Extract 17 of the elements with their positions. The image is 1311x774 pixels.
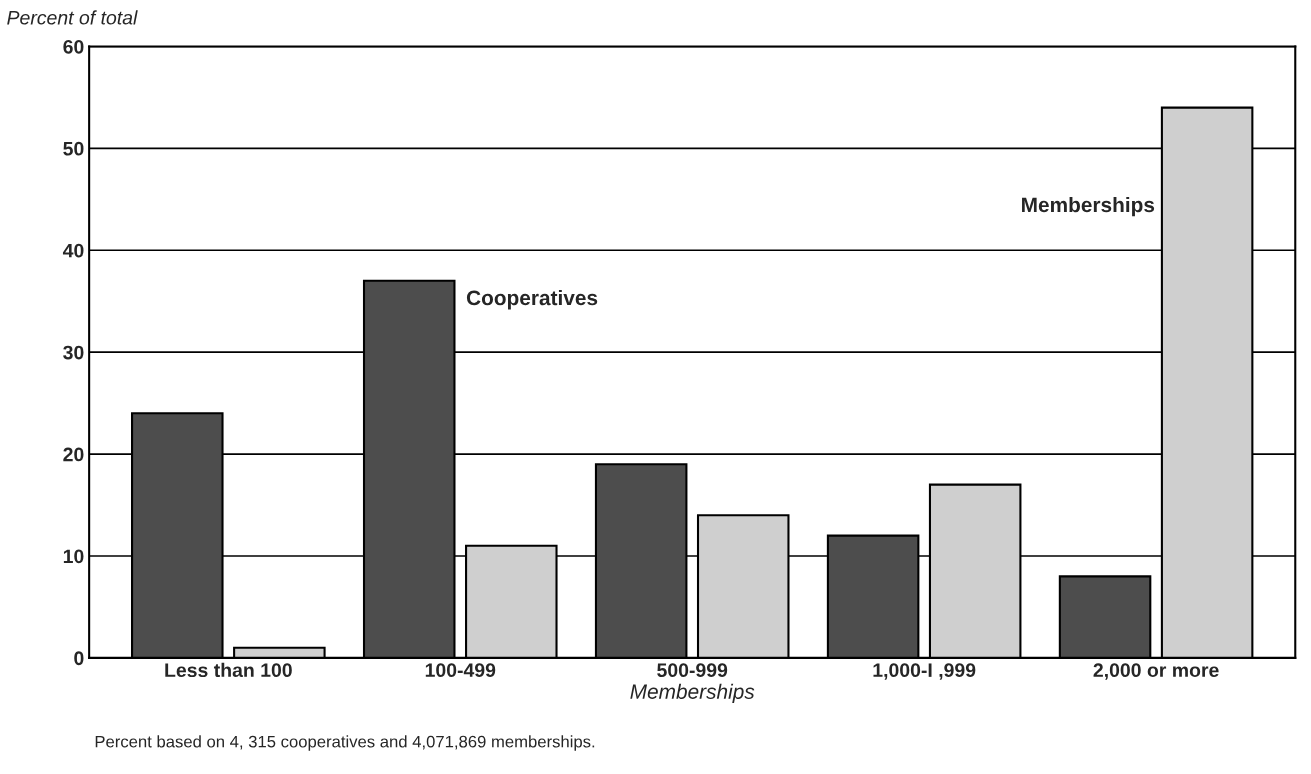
- y-tick-label: 60: [63, 39, 84, 54]
- x-tick-label: Less than 100: [165, 662, 292, 678]
- y-axis-title: Percent of total: [7, 10, 138, 25]
- y-tick-label: 40: [62, 243, 84, 258]
- x-tick-label: 2,000 or more: [1093, 663, 1219, 680]
- x-tick-label: 100-499: [425, 663, 496, 678]
- x-axis-title: Memberships: [630, 683, 755, 704]
- x-tick-label: 1,000-I ,999: [873, 663, 976, 680]
- series-label: Cooperatives: [466, 289, 598, 310]
- y-tick-label: 50: [63, 141, 84, 156]
- y-tick-label: 20: [63, 447, 84, 462]
- text: Percent based on 4, 315 cooperatives and 4,071,869 memberships.: [95, 735, 595, 751]
- y-tick-label: 0: [74, 651, 84, 666]
- y-tick-label: 10: [63, 549, 84, 564]
- series-label: Memberships: [1022, 196, 1155, 217]
- y-tick-label: 30: [63, 345, 84, 360]
- x-tick-label: 500-999: [657, 663, 728, 678]
